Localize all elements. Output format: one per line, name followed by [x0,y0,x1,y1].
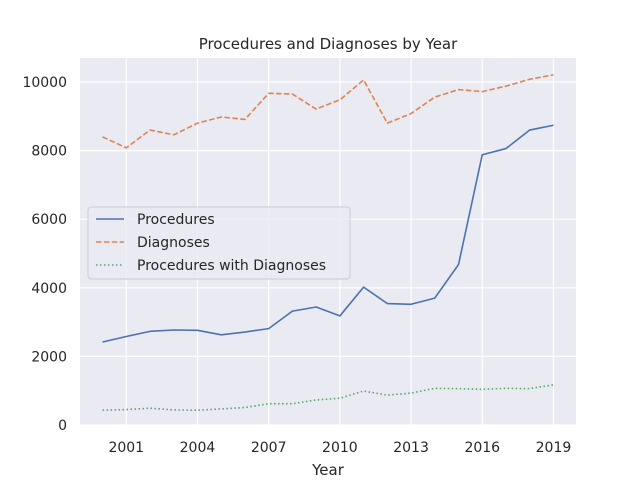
legend-label: Procedures with Diagnoses [137,258,326,274]
y-tick-label: 0 [58,418,67,434]
legend-label: Diagnoses [137,235,210,251]
series-line-1 [102,124,554,343]
x-tick-label: 2019 [536,440,572,456]
x-tick-label: 2001 [108,440,144,456]
chart-title: Procedures and Diagnoses by Year [199,35,458,53]
y-tick-label: 4000 [31,281,67,297]
x-tick-label: 2007 [251,440,287,456]
y-tick-label: 6000 [31,212,67,228]
y-tick-label: 8000 [31,144,67,160]
x-tick-label: 2016 [464,440,500,456]
x-axis-ticks: 2001 2004 2007 2010 2013 2016 2019 [108,440,571,456]
series-line-2 [102,74,554,149]
x-tick-label: 2004 [180,440,216,456]
legend-label: Procedures [137,212,215,228]
legend-box [87,206,351,280]
y-tick-label: 10000 [22,75,67,91]
x-tick-label: 2010 [322,440,358,456]
series-lines [102,74,554,412]
x-axis-label: Year [311,461,345,479]
legend: Procedures Diagnoses Procedures with Diagn… [87,206,351,280]
x-tick-label: 2013 [393,440,429,456]
y-axis-ticks: 0 2000 4000 6000 8000 10000 [22,75,67,434]
y-tick-label: 2000 [31,349,67,365]
